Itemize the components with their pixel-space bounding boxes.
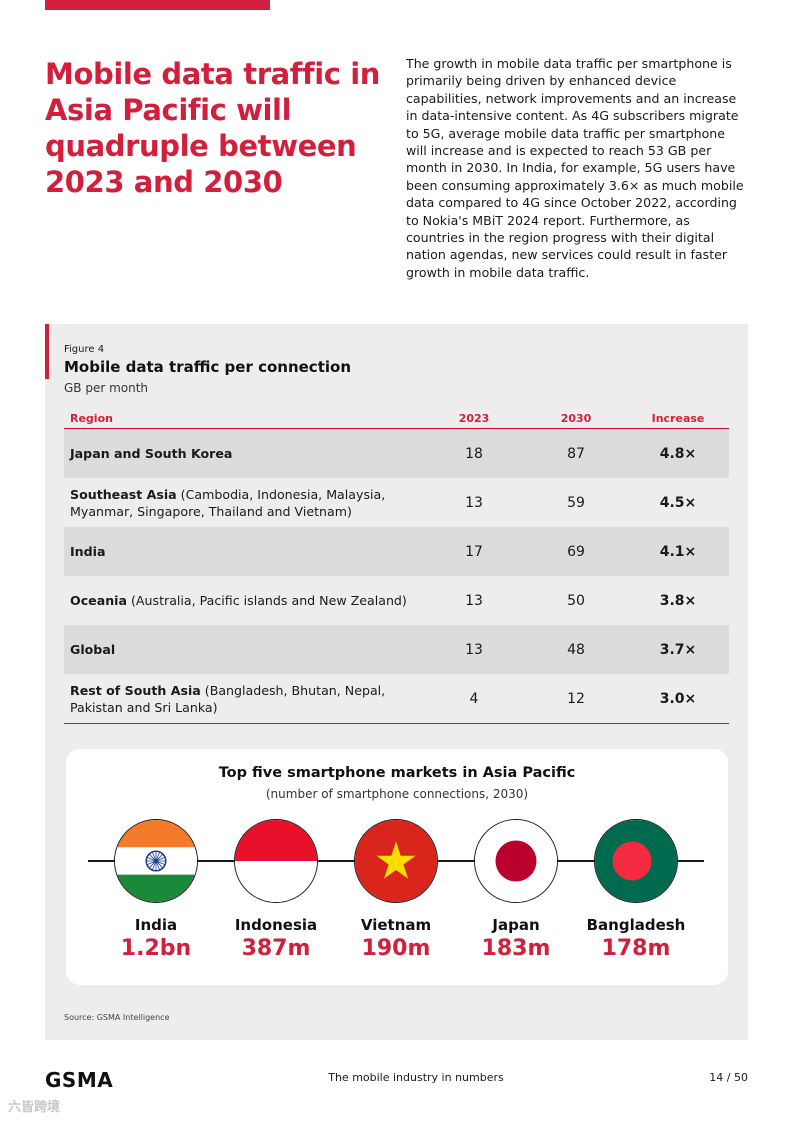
figure-accent-bar	[45, 324, 49, 379]
watermark: 六皆跨境	[8, 1100, 61, 1115]
row-value-2030: 48	[567, 641, 585, 658]
row-region-name: Oceania	[70, 593, 127, 608]
row-increase: 4.1×	[659, 543, 697, 560]
table-row: Rest of South Asia (Bangladesh, Bhutan, …	[64, 674, 729, 724]
row-value-2023: 13	[465, 641, 483, 658]
top-markets-card: Top five smartphone markets in Asia Paci…	[66, 749, 728, 985]
vietnam-flag-icon	[354, 819, 438, 903]
row-value-2023: 18	[465, 445, 483, 462]
footer-publication-title: The mobile industry in numbers	[328, 1071, 504, 1084]
row-region-name: India	[70, 544, 106, 559]
traffic-table: Region 2023 2030 Increase Japan and Sout…	[64, 410, 729, 724]
header-increase: Increase	[651, 412, 705, 425]
market-value: 387m	[241, 936, 311, 961]
row-value-2030: 87	[567, 445, 585, 462]
row-value-2030: 69	[567, 543, 585, 560]
figure-subtitle: GB per month	[64, 381, 149, 395]
row-value-2023: 4	[469, 690, 479, 707]
table-row: Oceania (Australia, Pacific islands and …	[64, 576, 729, 625]
row-region-name: Southeast Asia	[70, 486, 177, 502]
market-name: Vietnam	[360, 916, 432, 934]
indonesia-flag-icon	[234, 819, 318, 903]
row-increase: 4.8×	[659, 445, 697, 462]
table-row: Southeast Asia (Cambodia, Indonesia, Mal…	[64, 478, 729, 527]
row-increase: 3.8×	[659, 592, 697, 609]
row-region: Oceania (Australia, Pacific islands and …	[70, 592, 415, 609]
market-value: 190m	[361, 936, 431, 961]
row-region: Rest of South Asia (Bangladesh, Bhutan, …	[70, 682, 415, 716]
row-value-2030: 59	[567, 494, 585, 511]
figure-source: Source: GSMA Intelligence	[64, 1013, 170, 1022]
row-value-2030: 50	[567, 592, 585, 609]
markets-title: Top five smartphone markets in Asia Paci…	[218, 765, 576, 781]
market-name: Bangladesh	[586, 916, 686, 934]
row-increase: 4.5×	[659, 494, 697, 511]
market-value: 1.2bn	[120, 936, 192, 961]
header-2023: 2023	[458, 412, 490, 425]
row-region-detail: (Bangladesh, Bhutan, Nepal, Pakistan and…	[70, 682, 386, 715]
row-region-name: Japan and South Korea	[70, 446, 233, 461]
row-region-detail: (Cambodia, Indonesia, Malaysia, Myanmar,…	[70, 486, 386, 519]
figure-label: Figure 4	[64, 344, 105, 355]
row-value-2023: 13	[465, 494, 483, 511]
japan-flag-icon	[474, 819, 558, 903]
row-region-detail: (Australia, Pacific islands and New Zeal…	[127, 593, 407, 608]
figure-title: Mobile data traffic per connection	[64, 358, 351, 376]
table-header: Region 2023 2030 Increase	[64, 410, 729, 429]
markets-subtitle: (number of smartphone connections, 2030)	[265, 787, 529, 801]
row-region: India	[70, 543, 415, 560]
row-region: Global	[70, 641, 415, 658]
page-headline: Mobile data traffic in Asia Pacific will…	[45, 57, 381, 199]
row-region-name: Global	[70, 642, 116, 657]
intro-paragraph: The growth in mobile data traffic per sm…	[406, 56, 744, 280]
bangladesh-flag-icon	[594, 819, 678, 903]
market-name: Indonesia	[234, 916, 318, 934]
top-accent-bar	[45, 0, 270, 10]
market-value: 183m	[481, 936, 551, 961]
row-increase: 3.0×	[659, 690, 697, 707]
india-flag-icon	[114, 819, 198, 903]
table-row: Global 13 48 3.7×	[64, 625, 729, 674]
figure-panel: Figure 4 Mobile data traffic per connect…	[45, 324, 748, 1040]
row-increase: 3.7×	[659, 641, 697, 658]
row-region: Japan and South Korea	[70, 445, 415, 462]
page-number: 14 / 50	[709, 1071, 748, 1084]
header-2030: 2030	[560, 412, 592, 425]
header-region: Region	[70, 412, 113, 425]
row-value-2023: 17	[465, 543, 483, 560]
market-name: Japan	[492, 916, 540, 934]
row-value-2023: 13	[465, 592, 483, 609]
market-value: 178m	[601, 936, 671, 961]
row-region: Southeast Asia (Cambodia, Indonesia, Mal…	[70, 486, 415, 520]
table-row: Japan and South Korea 18 87 4.8×	[64, 429, 729, 478]
table-row: India 17 69 4.1×	[64, 527, 729, 576]
gsma-logo: GSMA	[45, 1068, 114, 1092]
row-region-name: Rest of South Asia	[70, 682, 201, 698]
market-name: India	[134, 916, 178, 934]
row-value-2030: 12	[567, 690, 585, 707]
